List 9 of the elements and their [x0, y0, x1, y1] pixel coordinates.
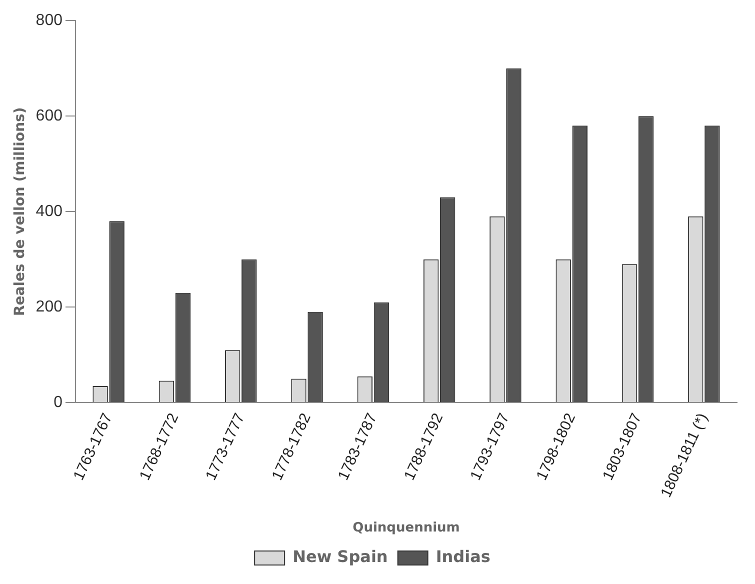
- y-axis-title: Reales de vellon (millions): [12, 107, 28, 316]
- y-tick-label: 0: [54, 394, 63, 412]
- y-tick-label: 400: [36, 203, 63, 220]
- legend-label: Indias: [436, 547, 490, 566]
- y-tick-label: 600: [36, 108, 63, 125]
- y-tick-label: 200: [36, 298, 63, 316]
- x-axis-title: Quinquennium: [352, 520, 460, 536]
- legend-label: New Spain: [292, 547, 388, 566]
- y-tick-label: 800: [36, 12, 63, 30]
